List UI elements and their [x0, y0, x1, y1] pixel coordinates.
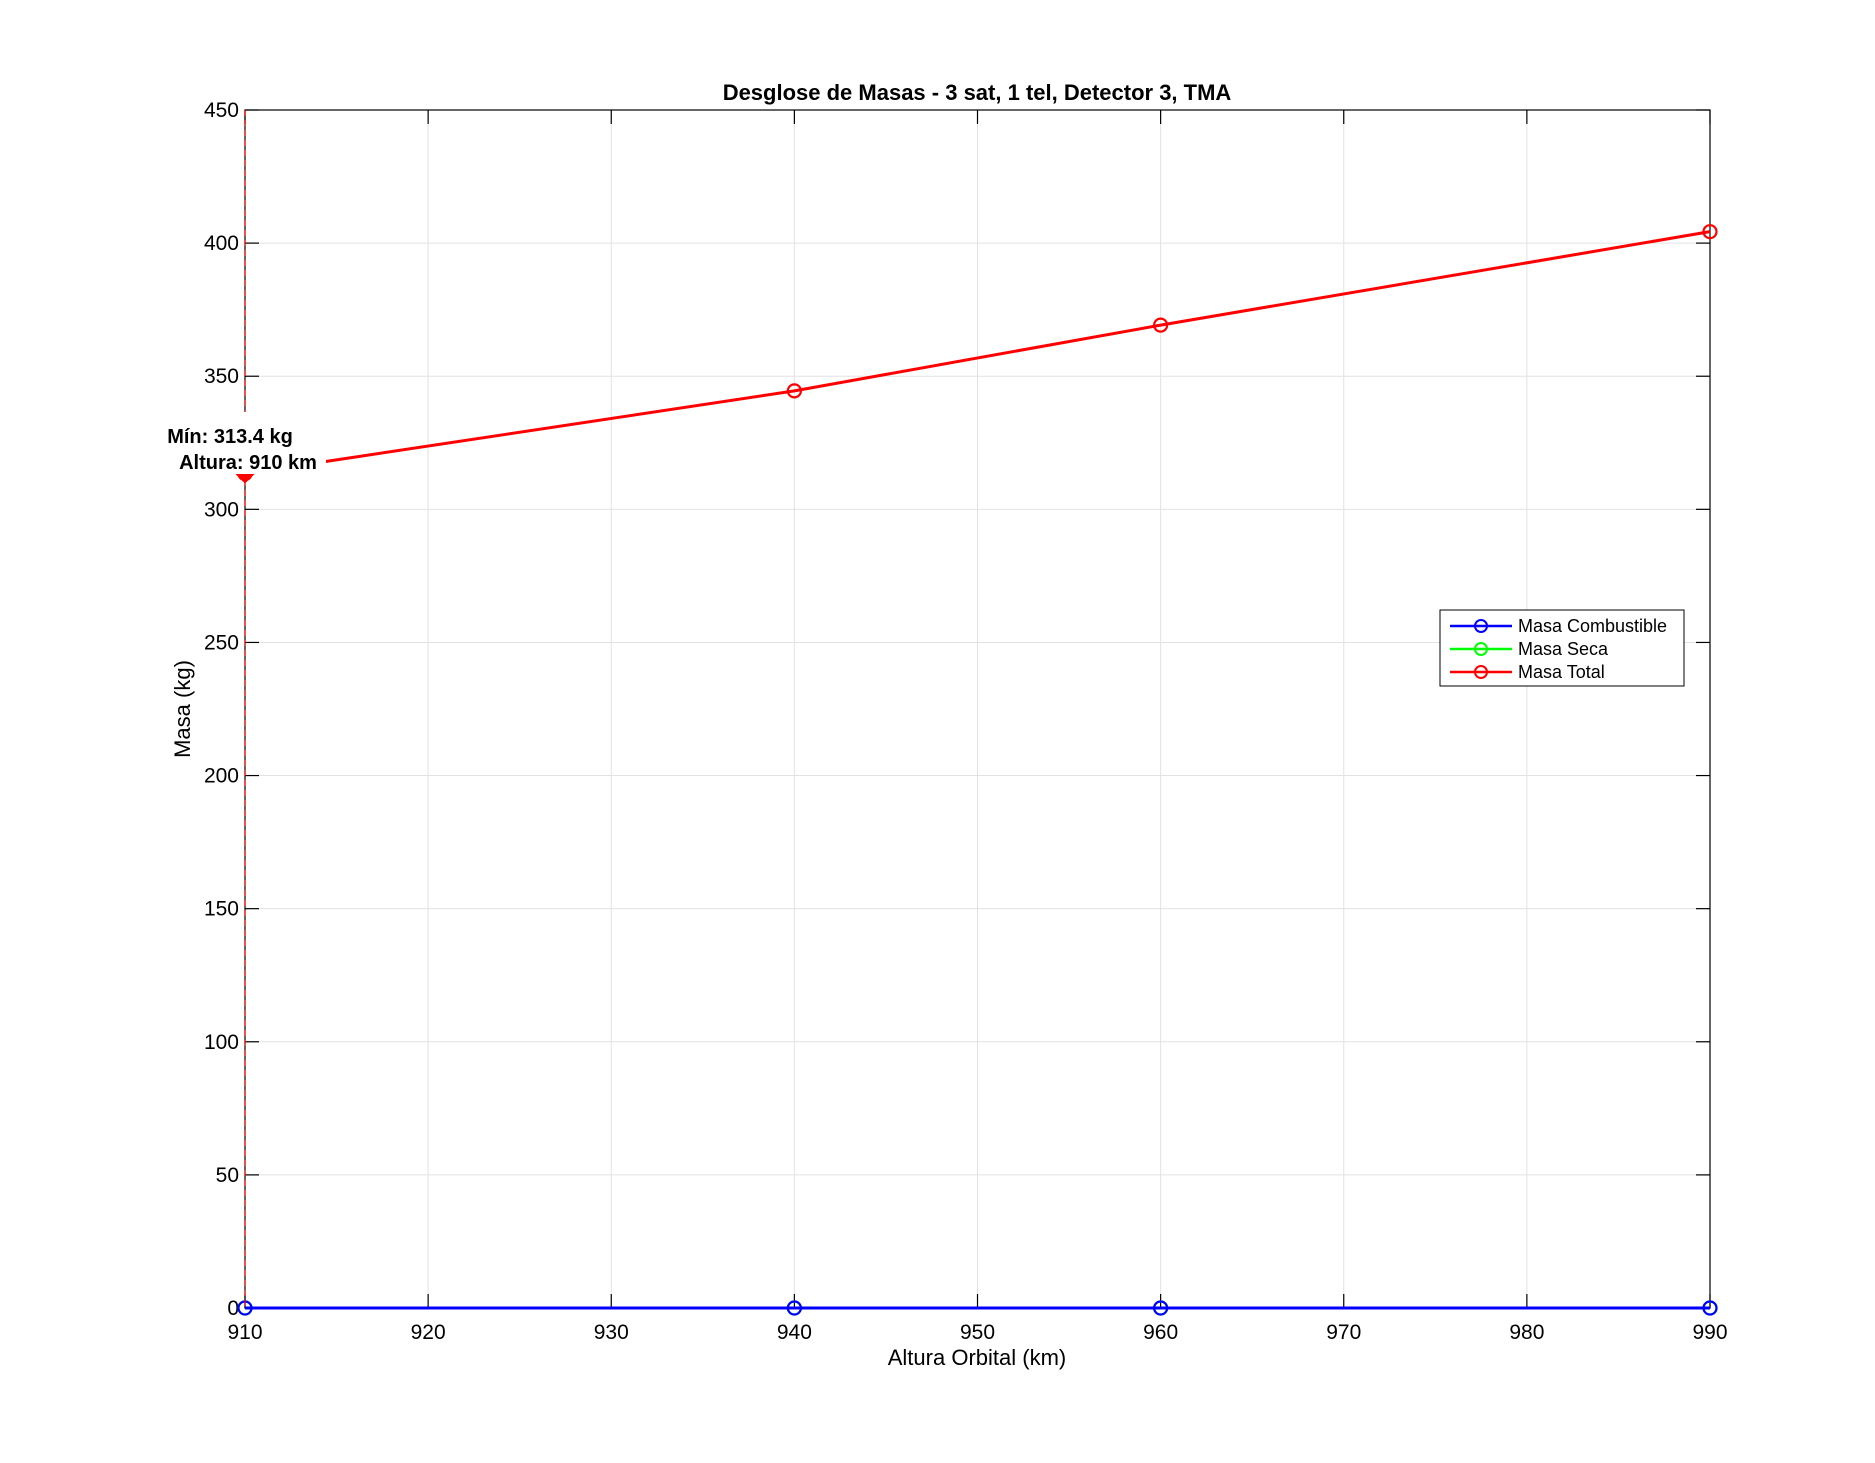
series-line-masa-total [244, 230, 1711, 476]
y-tick-label: 200 [204, 765, 239, 788]
legend[interactable]: Masa Combustible Masa Seca Masa Total [1439, 609, 1685, 687]
data-point-masa-total [1702, 224, 1718, 240]
x-tick-label: 980 [1509, 1321, 1544, 1344]
legend-item[interactable]: Masa Seca [1450, 639, 1609, 659]
y-tick-label: 0 [227, 1297, 239, 1320]
legend-label: Masa Total [1518, 662, 1605, 682]
y-tick-label: 250 [204, 631, 239, 654]
y-tick-label: 400 [204, 232, 239, 255]
legend-marker-masa-total [1474, 665, 1488, 679]
x-tick-label: 920 [411, 1321, 446, 1344]
y-tick-label: 300 [204, 498, 239, 521]
axis-ticks: 910 920 930 940 950 960 970 980 990 0 50 100 150 200 2… [204, 99, 1728, 1344]
legend-marker-masa-combustible [1474, 619, 1488, 633]
x-tick-label: 960 [1143, 1321, 1178, 1344]
x-tick-label: 910 [227, 1321, 262, 1344]
x-tick-label: 940 [777, 1321, 812, 1344]
y-tick-label: 50 [216, 1164, 239, 1187]
y-tick-label: 100 [204, 1031, 239, 1054]
data-point-masa-combustible [786, 1300, 802, 1316]
y-tick-label: 350 [204, 365, 239, 388]
series-layer [237, 224, 1718, 1316]
data-point-masa-combustible [1702, 1300, 1718, 1316]
legend-marker-masa-seca [1474, 642, 1488, 656]
y-tick-label: 150 [204, 898, 239, 921]
annotation-line-1: Mín: 313.4 kg [167, 426, 293, 448]
x-tick-label: 970 [1326, 1321, 1361, 1344]
legend-item[interactable]: Masa Combustible [1450, 616, 1667, 636]
min-annotation-group: Mín: 313.4 kg Altura: 910 km [167, 110, 326, 1308]
data-point-masa-total [1153, 317, 1169, 333]
data-point-masa-total [786, 383, 802, 399]
x-tick-label: 930 [594, 1321, 629, 1344]
x-axis-label: Altura Orbital (km) [888, 1345, 1066, 1370]
data-point-masa-combustible [1153, 1300, 1169, 1316]
x-tick-label: 950 [960, 1321, 995, 1344]
annotation-line-2: Altura: 910 km [179, 452, 317, 474]
legend-item[interactable]: Masa Total [1450, 662, 1605, 682]
y-tick-label: 450 [204, 99, 239, 122]
x-tick-label: 990 [1692, 1321, 1727, 1344]
y-axis-label: Masa (kg) [170, 660, 195, 758]
legend-label: Masa Combustible [1518, 616, 1667, 636]
chart-title: Desglose de Masas - 3 sat, 1 tel, Detect… [723, 80, 1232, 105]
annotation-background [168, 412, 326, 474]
legend-label: Masa Seca [1518, 639, 1609, 659]
